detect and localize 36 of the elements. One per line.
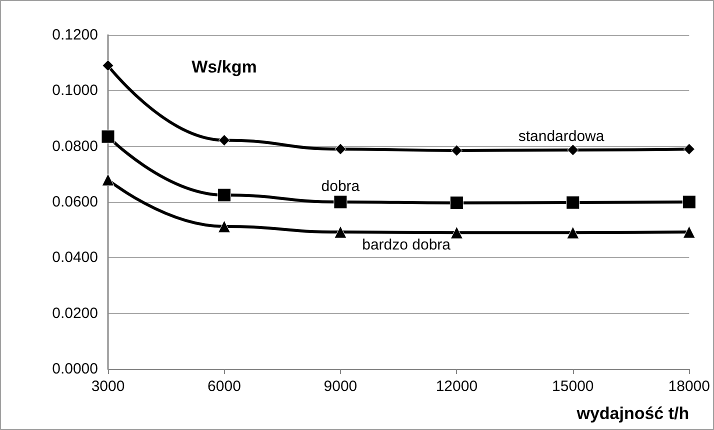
series-label: bardzo dobra [362, 236, 452, 254]
point [334, 143, 346, 155]
point [101, 130, 115, 144]
x-tick-label: 6000 [208, 378, 241, 395]
y-axis-title: Ws/kgm [192, 58, 257, 77]
point [682, 195, 696, 209]
y-tick-label: 0.0400 [52, 249, 98, 266]
point [218, 220, 230, 233]
y-tick-label: 0.1000 [52, 82, 98, 100]
point [450, 144, 462, 156]
point [683, 143, 695, 155]
point [102, 173, 114, 186]
y-tick-label: 0.0800 [52, 138, 98, 155]
y-tick-label: 0.0000 [52, 360, 98, 378]
point [450, 196, 464, 210]
point [217, 188, 231, 202]
point [218, 134, 230, 146]
point [450, 226, 463, 239]
series-label: standardowa [518, 128, 605, 146]
point [567, 144, 579, 156]
point [334, 226, 347, 238]
x-axis-title: wydajność t/h [576, 404, 690, 423]
x-tick-label: 12000 [436, 378, 478, 395]
series-label: dobra [321, 178, 360, 196]
x-tick-label: 3000 [91, 378, 125, 395]
y-tick-label: 0.1200 [52, 26, 98, 44]
x-tick-label: 18000 [668, 378, 710, 395]
y-tick-label: 0.0600 [52, 194, 98, 210]
point [566, 196, 580, 210]
point [682, 226, 696, 238]
point [566, 226, 580, 239]
x-tick-label: 15000 [552, 378, 594, 395]
point [102, 60, 114, 72]
y-tick-label: 0.0200 [52, 304, 98, 322]
point [334, 195, 348, 209]
x-tick-label: 9000 [324, 378, 358, 395]
